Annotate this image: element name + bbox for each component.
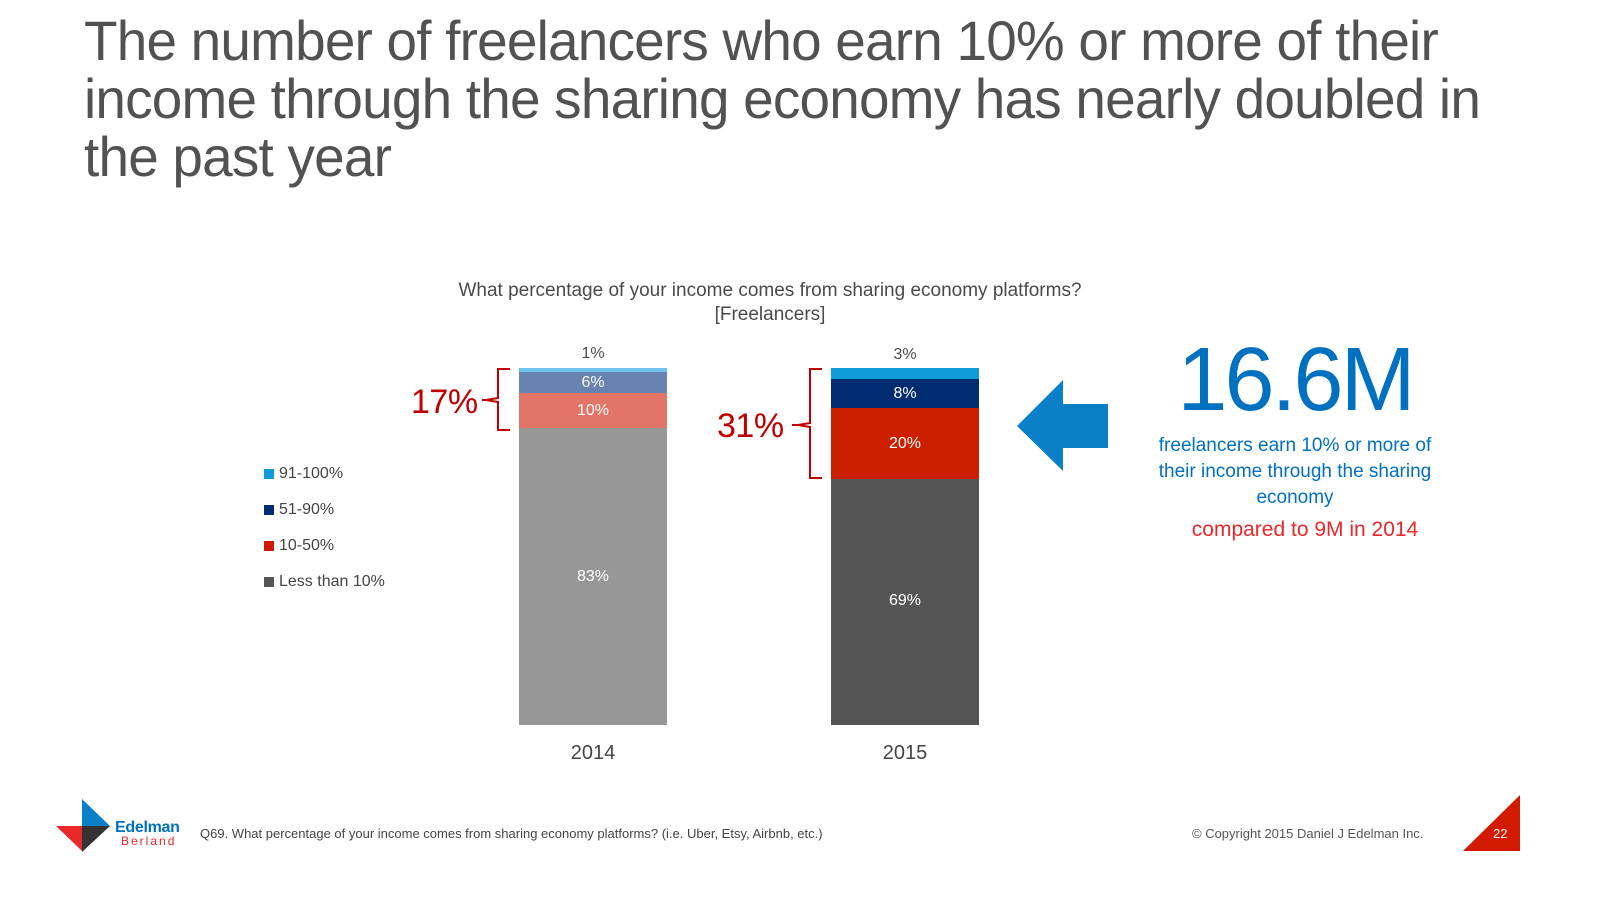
legend-item-10-50: 10-50%: [264, 528, 385, 564]
page-number: 22: [1493, 826, 1508, 841]
page-corner-icon: [1463, 795, 1520, 851]
bar-2014-segment-less-than-10: 83%: [519, 428, 667, 725]
legend-label: 51-90%: [279, 501, 335, 518]
bar-2014-segment-91-100: [519, 368, 667, 372]
copyright: © Copyright 2015 Daniel J Edelman Inc.: [1192, 826, 1424, 841]
bracket-label-2015: 31%: [717, 407, 784, 445]
legend-swatch: [264, 505, 274, 515]
legend-label: 10-50%: [279, 537, 335, 554]
bracket-2014-icon: [482, 368, 510, 431]
legend-item-less-than-10: Less than 10%: [264, 564, 385, 600]
bar-2014-segment-10-50: 10%: [519, 393, 667, 428]
chart-legend: 91-100% 51-90% 10-50% Less than 10%: [264, 456, 385, 600]
question-text: What percentage of your income comes fro…: [458, 280, 1082, 301]
legend-swatch: [264, 469, 274, 479]
chart-question: What percentage of your income comes fro…: [390, 279, 1150, 327]
legend-swatch: [264, 541, 274, 551]
bar-2015-segment-51-90: 8%: [831, 379, 979, 408]
footnote: Q69. What percentage of your income come…: [200, 826, 823, 841]
legend-item-51-90: 51-90%: [264, 492, 385, 528]
edelman-logo-icon: [56, 799, 110, 852]
x-label-2015: 2015: [882, 742, 928, 764]
bar-2014: 6% 10% 83%: [519, 368, 667, 725]
legend-item-91-100: 91-100%: [264, 456, 385, 492]
legend-label: 91-100%: [279, 465, 344, 482]
callout-compare: compared to 9M in 2014: [1191, 518, 1419, 541]
bracket-2015-icon: [792, 368, 822, 479]
x-label-2014: 2014: [570, 742, 616, 764]
question-subtitle: [Freelancers]: [714, 304, 826, 325]
callout-text: freelancers earn 10% or more of their in…: [1158, 435, 1432, 508]
bar-2015-segment-10-50: 20%: [831, 408, 979, 479]
bar-2015-segment-less-than-10: 69%: [831, 479, 979, 725]
bar-2015: 8% 20% 69%: [831, 368, 979, 725]
bar-2014-segment-51-90: 6%: [519, 372, 667, 393]
logo-subname: Berland: [121, 834, 177, 848]
legend-swatch: [264, 577, 274, 587]
big-number: 16.6M: [1177, 330, 1415, 430]
bar-2015-segment-91-100: [831, 368, 979, 379]
slide-title: The number of freelancers who earn 10% o…: [84, 9, 1481, 188]
bar-2015-top-label: 3%: [893, 346, 917, 363]
bar-2014-top-label: 1%: [581, 345, 605, 362]
legend-label: Less than 10%: [279, 573, 385, 590]
bracket-label-2014: 17%: [411, 383, 478, 421]
logo-name: Edelman: [115, 819, 180, 836]
arrow-left-icon: [1017, 380, 1108, 471]
